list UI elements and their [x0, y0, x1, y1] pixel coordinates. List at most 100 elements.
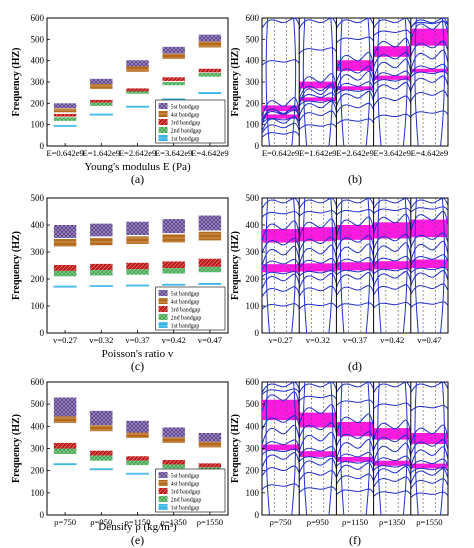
dispersion-curve — [335, 90, 375, 107]
bar-4-category-1 — [53, 108, 77, 113]
dispersion-curve — [410, 404, 449, 412]
dispersion-curve — [298, 285, 337, 297]
dispersion-curve — [410, 466, 449, 474]
bar-3-category-3 — [126, 88, 149, 92]
y-axis-title: Frequency (HZ) — [230, 414, 241, 483]
x-tick-label: E=1.642e9 — [299, 148, 337, 158]
bandgap-fill — [336, 225, 374, 240]
dispersion-curve — [261, 258, 300, 270]
bar-3-category-3 — [126, 262, 149, 270]
dispersion-curve — [373, 78, 412, 85]
bandgap-fill — [410, 432, 448, 445]
dispersion-curve — [373, 402, 412, 410]
bar-2-category-1 — [53, 117, 77, 121]
bar-5-category-3 — [126, 60, 149, 67]
dispersion-curve — [336, 208, 375, 216]
dispersion-curve — [335, 462, 375, 478]
bar-1-category-5 — [198, 283, 222, 285]
dispersion-curve — [365, 197, 371, 334]
dispersion-curve — [373, 29, 412, 37]
dispersion-curve — [265, 17, 270, 147]
y-tick-label: 500 — [246, 34, 260, 44]
dispersion-curve — [291, 381, 297, 516]
bar-4-category-2 — [90, 237, 113, 246]
bar-3-category-1 — [53, 442, 77, 449]
y-tick-label: 500 — [246, 193, 260, 203]
dispersion-curve — [261, 388, 300, 395]
legend: 5st bandgap 4st bandgap 3rd bandgap 2nd ban… — [155, 286, 226, 331]
bandgap-fill — [262, 105, 300, 112]
bar-4-category-4 — [162, 234, 185, 243]
dispersion-curve — [373, 267, 412, 275]
y-tick-label: 200 — [246, 274, 260, 284]
legend-label: 1st bandgap — [171, 324, 200, 330]
dispersion-curve — [335, 216, 375, 237]
dispersion-curve — [261, 211, 300, 218]
bar-2-category-2 — [90, 270, 113, 276]
dispersion-curve — [339, 381, 345, 516]
dispersion-curve — [335, 451, 375, 463]
dispersion-curve — [414, 381, 419, 516]
bar-5-category-4 — [162, 427, 185, 438]
y-tick-label: 500 — [31, 399, 45, 409]
x-tick-label: v=0.42 — [162, 335, 186, 345]
dispersion-curve — [373, 490, 412, 497]
dispersion-curve — [291, 197, 297, 334]
bandgap-fill — [299, 263, 337, 272]
y-tick-label: 300 — [31, 77, 45, 87]
bar-5-category-1 — [53, 397, 77, 417]
x-axis-title: Density ρ (kg/m³) — [98, 521, 177, 533]
y-tick-label: 0 — [40, 141, 45, 151]
dispersion-curve — [261, 303, 300, 310]
dispersion-curve — [335, 243, 375, 264]
bandgap-fill — [373, 428, 411, 440]
y-tick-label: 200 — [246, 466, 260, 476]
x-tick-label: E=2.642e9 — [336, 148, 374, 158]
dispersion-curve — [365, 17, 371, 147]
dispersion-curve — [410, 197, 449, 209]
bar-1-category-4 — [162, 283, 186, 286]
bar-5-category-3 — [126, 221, 149, 235]
dispersion-curve — [298, 110, 337, 122]
dispersion-curve — [298, 302, 337, 310]
dispersion-curve — [373, 465, 412, 482]
bandgap-fill — [299, 97, 337, 102]
legend-label: 4st bandgap — [171, 300, 200, 306]
bar-5-category-2 — [90, 78, 113, 85]
dispersion-curve — [410, 424, 449, 445]
dispersion-curve — [335, 284, 375, 296]
dispersion-curve — [298, 197, 337, 209]
dispersion-curve — [302, 197, 308, 334]
bar-5-category-5 — [198, 34, 222, 42]
y-tick-label: 600 — [246, 377, 260, 387]
bar-1-category-1 — [53, 285, 77, 288]
y-axis-title: Frequency (HZ) — [11, 48, 22, 117]
legend-label: 3rd bandgap — [171, 121, 201, 127]
bar-4-category-3 — [126, 432, 149, 438]
legend-label: 2nd bandgap — [171, 498, 202, 504]
bar-3-category-5 — [198, 68, 222, 73]
dispersion-curve — [298, 92, 337, 104]
bar-4-category-3 — [126, 66, 149, 72]
dispersion-curve — [261, 131, 300, 138]
bar-2-category-1 — [53, 448, 77, 455]
x-tick-label: E=3.642e9 — [373, 148, 411, 158]
x-tick-label: v=0.32 — [306, 335, 330, 345]
dispersion-curve — [298, 446, 337, 458]
legend-label: 5st bandgap — [171, 105, 200, 111]
bandgap-fill — [262, 444, 300, 451]
y-tick-label: 600 — [31, 13, 45, 23]
panel-label: (d) — [348, 359, 362, 373]
x-tick-label: ρ=750 — [270, 517, 292, 527]
y-tick-label: 0 — [40, 510, 45, 520]
dispersion-curve — [265, 197, 270, 334]
y-tick-label: 0 — [255, 328, 260, 338]
bar-3-category-1 — [53, 264, 77, 271]
dispersion-curve — [261, 424, 300, 446]
dispersion-curve — [265, 381, 270, 516]
x-tick-label: ρ=1350 — [379, 517, 405, 527]
dispersion-curve — [410, 446, 449, 467]
x-tick-label: v=0.47 — [198, 335, 223, 345]
dispersion-curve — [373, 301, 412, 309]
bar-5-category-5 — [198, 432, 222, 442]
